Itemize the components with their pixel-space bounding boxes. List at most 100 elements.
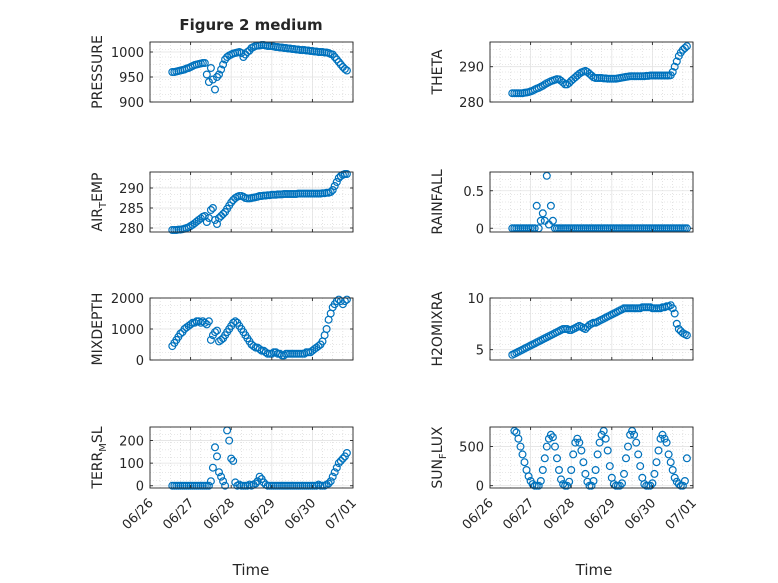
y-tick-label: 0 <box>476 480 484 495</box>
data-point <box>550 442 559 451</box>
data-point <box>682 331 691 340</box>
data-point <box>328 472 337 481</box>
data-point <box>565 477 574 486</box>
x-tick-label: 07/01 <box>663 496 700 533</box>
y-tick-label: 280 <box>119 222 144 237</box>
data-point <box>581 469 590 478</box>
data-point <box>338 454 347 463</box>
data-point <box>552 454 561 463</box>
data-point <box>670 309 679 318</box>
data-point <box>200 58 209 67</box>
data-point <box>217 65 226 74</box>
data-point <box>668 67 677 76</box>
y-tick-label: 10 <box>467 292 484 307</box>
y-tick-label: 5 <box>476 344 484 359</box>
y-tick-label: 2000 <box>111 292 144 307</box>
data-point <box>634 450 643 459</box>
data-point <box>227 198 236 207</box>
data-point <box>213 72 222 81</box>
axes-box <box>489 297 694 361</box>
y-axis-label: PRESSURE <box>90 35 106 109</box>
data-point <box>589 477 598 486</box>
axes-box <box>149 171 354 233</box>
data-point <box>678 481 687 490</box>
data-point <box>532 201 541 210</box>
data-point <box>672 477 681 486</box>
data-point <box>332 178 341 187</box>
y-axis-label: SUNFLUX <box>430 426 449 489</box>
data-point <box>217 472 226 481</box>
data-point <box>682 454 691 463</box>
data-point <box>211 85 220 94</box>
data-point <box>587 481 596 490</box>
data-point <box>342 295 351 304</box>
y-tick-label: 280 <box>459 96 484 111</box>
data-point <box>200 318 209 327</box>
data-point <box>617 479 626 488</box>
data-point <box>314 342 323 351</box>
data-point <box>330 52 339 61</box>
axes-box <box>489 426 694 489</box>
data-point <box>626 430 635 439</box>
y-axis-label: RAINFALL <box>430 169 446 234</box>
data-point <box>654 446 663 455</box>
data-point <box>211 443 220 452</box>
data-point <box>536 477 545 486</box>
data-point <box>615 481 624 490</box>
data-point <box>202 218 211 227</box>
data-point <box>322 325 331 334</box>
y-tick-label: 500 <box>459 441 484 456</box>
data-point <box>340 64 349 73</box>
data-point <box>540 454 549 463</box>
data-point <box>334 57 343 66</box>
y-tick-label: 1000 <box>111 46 144 61</box>
x-axis-label-left: Time <box>232 561 270 579</box>
data-point <box>591 466 600 475</box>
data-point <box>652 458 661 467</box>
x-tick-label: 06/26 <box>120 496 157 533</box>
data-point <box>342 170 351 179</box>
data-point <box>672 319 681 328</box>
x-tick-label: 07/01 <box>323 496 360 533</box>
y-axis-label: AIRTEMP <box>90 173 109 232</box>
data-point <box>636 462 645 471</box>
x-tick-label: 06/28 <box>201 496 238 533</box>
data-point <box>213 326 222 335</box>
data-point <box>328 50 337 59</box>
data-point <box>538 209 547 218</box>
axes-panel-5: 0 1000 2000 MIXDEPTH <box>90 292 354 369</box>
data-point <box>630 430 639 439</box>
data-point <box>601 434 610 443</box>
axes-box <box>149 426 354 489</box>
y-tick-label: 200 <box>119 435 144 450</box>
data-point <box>623 442 632 451</box>
data-point <box>204 481 213 490</box>
x-tick-label: 06/30 <box>622 496 659 533</box>
data-point <box>251 479 260 488</box>
data-point <box>229 456 238 465</box>
axes-panel-2: 280 290 THETA <box>430 41 694 111</box>
data-point <box>208 463 217 472</box>
data-point <box>658 430 667 439</box>
y-tick-label: 290 <box>119 182 144 197</box>
axes-panel-1: 900 950 1000 PRESSURE <box>90 35 354 111</box>
data-point <box>518 450 527 459</box>
data-point <box>668 466 677 475</box>
data-point <box>546 201 555 210</box>
data-point <box>190 318 199 327</box>
x-tick-label: 06/27 <box>160 496 197 533</box>
axes-panel-6: 5 10 H2OMIXRA <box>430 291 694 367</box>
data-point <box>538 81 547 90</box>
data-point <box>336 456 345 465</box>
data-point <box>538 466 547 475</box>
data-point <box>534 481 543 490</box>
data-point <box>219 477 228 486</box>
data-point <box>206 206 215 215</box>
data-point <box>215 468 224 477</box>
data-point <box>516 442 525 451</box>
data-point <box>208 204 217 213</box>
data-point <box>571 438 580 447</box>
data-point <box>664 450 673 459</box>
data-point <box>575 438 584 447</box>
data-point <box>330 468 339 477</box>
